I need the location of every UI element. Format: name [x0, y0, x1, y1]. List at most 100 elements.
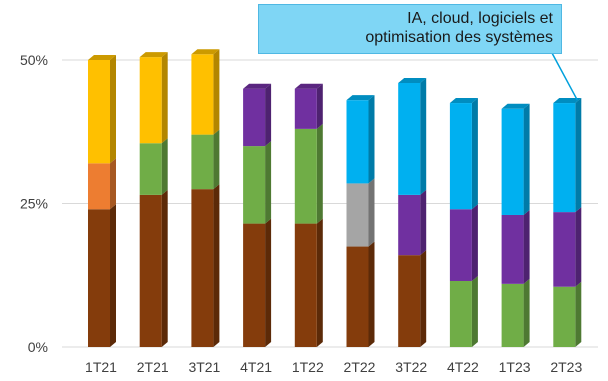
- bar-segment: [139, 143, 162, 195]
- bar-segment: [553, 212, 576, 287]
- bar-segment-side: [316, 123, 323, 224]
- bar-segment-side: [110, 158, 116, 210]
- bar-segment-side: [471, 98, 478, 210]
- bar-top-face: [191, 49, 220, 55]
- bar-segment: [449, 280, 472, 347]
- x-tick-label: 3T22: [395, 359, 427, 375]
- bar-top-face: [88, 55, 116, 60]
- bar-segment-side: [265, 83, 272, 147]
- x-axis: 1T21 2T21 3T21 4T21 1T22 2T22 3T22 4T22 1T23 2T23: [85, 359, 582, 375]
- bar-stack: [398, 77, 427, 347]
- bar-segment-side: [575, 281, 582, 347]
- bar-segment-side: [420, 189, 427, 256]
- bar-segment-side: [110, 55, 116, 164]
- bar-segment-side: [265, 218, 272, 347]
- bar-segment: [398, 255, 421, 347]
- bar-stack: [294, 83, 323, 347]
- bar-segment: [88, 60, 110, 164]
- bar-stack: [346, 95, 375, 347]
- x-tick-label: 1T22: [292, 359, 324, 375]
- bar-segment: [449, 103, 472, 210]
- bar-segment: [88, 209, 110, 347]
- bar-stack: [139, 52, 168, 347]
- y-tick-label: 25%: [20, 196, 48, 212]
- bar-stack: [501, 103, 530, 347]
- x-tick-label: 2T21: [137, 359, 169, 375]
- bar-segment-side: [110, 204, 116, 347]
- bar-segment-side: [471, 204, 478, 281]
- bar-segment-side: [420, 250, 427, 347]
- bar-stack: [191, 49, 220, 347]
- bar-segment: [294, 88, 317, 129]
- bar-segment-side: [161, 189, 168, 347]
- bar-segment-side: [161, 52, 168, 144]
- bar-segment-side: [213, 49, 220, 135]
- bar-segment-side: [316, 218, 323, 347]
- x-tick-label: 4T22: [447, 359, 479, 375]
- bar-top-face: [243, 83, 272, 89]
- x-tick-label: 4T21: [240, 359, 272, 375]
- bar-segment-side: [161, 138, 168, 195]
- bar-segment: [553, 103, 576, 213]
- annotation-line-1: IA, cloud, logiciels et: [407, 10, 553, 27]
- bar-segment: [139, 194, 162, 347]
- bar-stack: [243, 83, 272, 347]
- bar-segment-side: [575, 98, 582, 213]
- bar-segment-side: [213, 129, 220, 190]
- bar-top-face: [139, 52, 168, 58]
- bar-segment-side: [213, 184, 220, 347]
- bar-top-face: [294, 83, 323, 89]
- bar-segment: [243, 223, 266, 347]
- bar-segment: [294, 128, 317, 224]
- bar-segment-side: [575, 207, 582, 287]
- bar-segment: [501, 214, 524, 284]
- bar-segment-side: [368, 178, 375, 247]
- bar-top-face: [449, 98, 478, 104]
- bar-segment: [398, 194, 421, 256]
- bar-segment: [139, 57, 162, 144]
- bar-segment-side: [368, 95, 375, 184]
- bar-segment: [553, 286, 576, 347]
- bar-segment: [398, 82, 421, 195]
- bar-top-face: [346, 95, 375, 101]
- bar-segment-side: [316, 83, 323, 129]
- bar-segment-side: [420, 77, 427, 195]
- y-tick-label: 50%: [20, 52, 48, 68]
- bar-segment: [346, 246, 369, 347]
- x-tick-label: 2T22: [344, 359, 376, 375]
- bar-segment: [191, 54, 214, 135]
- bar-segment-side: [523, 209, 530, 284]
- bar-stack: [553, 98, 582, 347]
- bar-segment: [88, 163, 110, 210]
- annotation-box: IA, cloud, logiciels et optimisation des…: [258, 4, 562, 54]
- bar-segment: [449, 209, 472, 281]
- annotation-line-2: optimisation des systèmes: [365, 29, 553, 46]
- x-tick-label: 2T23: [550, 359, 582, 375]
- bar-top-face: [553, 98, 582, 104]
- bar-segment: [501, 108, 524, 215]
- bar-stack: [88, 55, 116, 347]
- bar-stack: [449, 98, 478, 347]
- x-tick-label: 3T21: [188, 359, 220, 375]
- bar-segment: [346, 100, 369, 184]
- annotation-leader-line: [551, 52, 578, 101]
- bar-segment-side: [265, 141, 272, 224]
- bar-segment-side: [523, 278, 530, 347]
- bar-segment: [191, 189, 214, 347]
- bar-segment: [191, 134, 214, 190]
- bar-segment: [501, 283, 524, 347]
- y-axis: 0% 25% 50%: [20, 52, 48, 355]
- bar-segment-side: [471, 275, 478, 347]
- bar-segment-side: [368, 241, 375, 347]
- x-tick-label: 1T21: [85, 359, 117, 375]
- bar-segment: [294, 223, 317, 347]
- bar-segment: [243, 146, 266, 224]
- bar-top-face: [398, 77, 427, 83]
- x-tick-label: 1T23: [499, 359, 531, 375]
- bar-segment-side: [523, 103, 530, 215]
- bar-top-face: [501, 103, 530, 109]
- bar-segment: [346, 183, 369, 247]
- y-tick-label: 0%: [28, 339, 48, 355]
- bars: [88, 49, 582, 347]
